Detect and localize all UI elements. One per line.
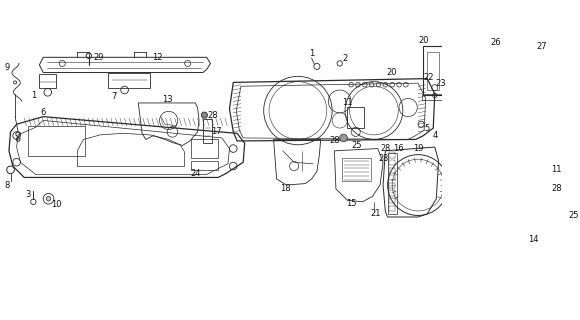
Text: 4: 4 bbox=[432, 131, 437, 140]
Text: 25: 25 bbox=[568, 211, 578, 220]
Bar bbox=[387, 153, 397, 214]
Text: 5: 5 bbox=[425, 124, 430, 132]
Text: 12: 12 bbox=[152, 53, 162, 62]
Bar bbox=[389, 168, 395, 173]
Bar bbox=[191, 161, 218, 170]
Text: 9: 9 bbox=[5, 63, 10, 72]
Bar bbox=[443, 52, 454, 90]
Bar bbox=[389, 175, 395, 180]
Bar bbox=[423, 46, 490, 95]
Text: 11: 11 bbox=[551, 165, 561, 174]
Bar bbox=[389, 190, 395, 196]
Text: 15: 15 bbox=[346, 199, 356, 208]
Bar bbox=[389, 183, 395, 188]
Bar bbox=[203, 119, 212, 143]
Text: 27: 27 bbox=[536, 42, 546, 51]
Text: 23: 23 bbox=[436, 79, 446, 88]
Bar bbox=[191, 140, 218, 158]
Text: 25: 25 bbox=[351, 141, 362, 150]
Text: 28: 28 bbox=[380, 144, 390, 153]
Text: 29: 29 bbox=[93, 53, 104, 62]
Text: 22: 22 bbox=[423, 73, 434, 82]
Bar bbox=[389, 152, 395, 158]
Bar bbox=[39, 74, 56, 88]
Bar bbox=[108, 73, 150, 88]
Bar bbox=[347, 107, 364, 128]
Text: 1: 1 bbox=[31, 91, 36, 100]
Bar bbox=[427, 52, 438, 90]
Text: 8: 8 bbox=[5, 180, 10, 189]
Text: 2: 2 bbox=[342, 54, 347, 63]
Text: 28: 28 bbox=[208, 111, 218, 120]
Bar bbox=[458, 52, 469, 90]
Circle shape bbox=[543, 185, 551, 193]
Text: 6: 6 bbox=[41, 108, 46, 117]
Text: 21: 21 bbox=[370, 210, 380, 219]
Text: 13: 13 bbox=[162, 95, 172, 104]
Circle shape bbox=[201, 112, 208, 118]
Circle shape bbox=[546, 174, 552, 180]
Text: 20: 20 bbox=[419, 36, 429, 45]
Circle shape bbox=[340, 134, 347, 142]
Text: 26: 26 bbox=[490, 38, 501, 47]
Circle shape bbox=[46, 196, 51, 201]
Bar bbox=[389, 160, 395, 165]
Text: 14: 14 bbox=[528, 235, 539, 244]
Bar bbox=[342, 158, 371, 181]
Text: 28: 28 bbox=[551, 184, 562, 193]
Text: 7: 7 bbox=[111, 92, 117, 100]
Text: 11: 11 bbox=[342, 99, 353, 108]
Bar bbox=[473, 52, 484, 90]
Text: 18: 18 bbox=[280, 184, 291, 193]
Text: 28: 28 bbox=[329, 136, 340, 146]
Text: 16: 16 bbox=[393, 144, 404, 153]
Text: 24: 24 bbox=[190, 169, 201, 178]
Bar bbox=[389, 198, 395, 203]
Text: 17: 17 bbox=[211, 127, 222, 136]
Text: 19: 19 bbox=[413, 144, 423, 153]
Text: 28: 28 bbox=[379, 154, 389, 163]
Bar bbox=[389, 205, 395, 211]
Text: 20: 20 bbox=[386, 68, 397, 77]
Text: 10: 10 bbox=[51, 200, 61, 209]
Text: 1: 1 bbox=[309, 49, 314, 58]
Bar bbox=[422, 94, 492, 100]
Bar bbox=[28, 126, 85, 156]
Text: 3: 3 bbox=[26, 190, 31, 199]
